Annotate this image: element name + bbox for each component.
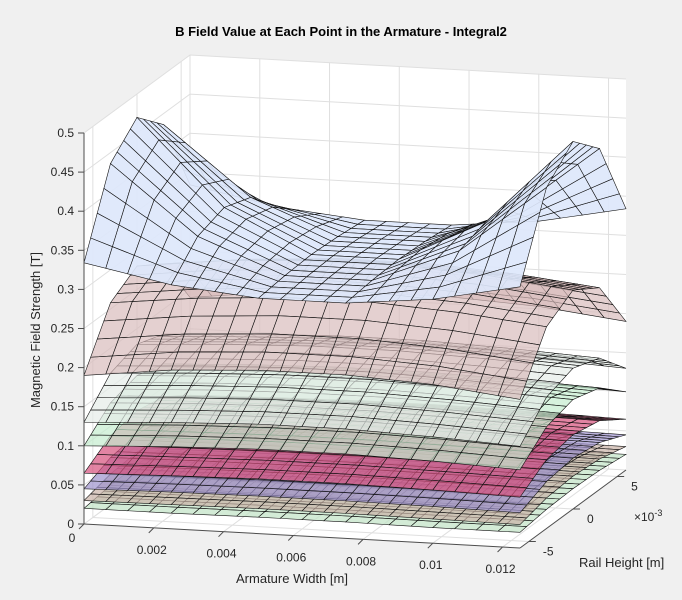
y-exponent-label: ×10-3 xyxy=(634,508,662,524)
x-tick-label: 0 xyxy=(69,531,76,545)
z-tick-label: 0.4 xyxy=(57,204,74,218)
z-tick-label: 0.1 xyxy=(57,439,74,453)
surface-5-cell xyxy=(497,456,528,471)
z-tick-label: 0 xyxy=(67,517,74,531)
surface-2-cell xyxy=(497,516,528,525)
x-tick-mark xyxy=(218,531,224,538)
x-axis-line xyxy=(83,523,521,549)
y-tick-label: -5 xyxy=(543,545,554,559)
y-exponent-power: -3 xyxy=(654,508,662,518)
x-tick-label: 0.008 xyxy=(346,554,376,568)
z-tick-label: 0.35 xyxy=(51,243,75,257)
x-tick-label: 0.012 xyxy=(486,562,516,576)
surface-8-cell xyxy=(497,261,528,291)
x-tick-label: 0.01 xyxy=(419,558,443,572)
z-tick-label: 0.5 xyxy=(57,126,74,140)
x-tick-label: 0.004 xyxy=(207,547,237,561)
x-tick-mark xyxy=(497,546,503,553)
x-tick-mark xyxy=(287,535,294,541)
z-axis-label: Magnetic Field Strength [T] xyxy=(28,252,43,408)
x-tick-label: 0.006 xyxy=(276,551,306,565)
surfaces xyxy=(83,116,627,533)
surface-7-cell xyxy=(497,377,528,400)
z-tick-label: 0.05 xyxy=(51,478,75,492)
surface-1-cell xyxy=(497,525,528,533)
z-tick-label: 0.2 xyxy=(57,361,74,375)
y-axis-label: Rail Height [m] xyxy=(579,555,664,570)
y-exponent-base: ×10 xyxy=(634,510,655,524)
x-tick-label: 0.002 xyxy=(137,543,167,557)
x-tick-mark xyxy=(427,542,434,549)
surface-4-cell xyxy=(497,485,528,498)
x-tick-mark xyxy=(78,523,85,530)
surface-6-cell xyxy=(497,431,528,447)
y-tick-label: 0 xyxy=(587,512,594,526)
z-tick-label: 0.3 xyxy=(57,282,74,296)
axes-lines xyxy=(78,132,627,553)
z-tick-label: 0.25 xyxy=(51,322,75,336)
tick-labels: 0 0.05 0.1 0.15 0.2 0.25 0.3 0.35 0.4 0.45 0.5 0 0.0… xyxy=(51,126,639,576)
x-axis-label: Armature Width [m] xyxy=(236,571,348,586)
surface-8 xyxy=(83,116,627,304)
y-tick-label: 5 xyxy=(631,480,638,494)
chart-title: B Field Value at Each Point in the Armat… xyxy=(175,24,507,39)
z-tick-label: 0.15 xyxy=(51,400,75,414)
surface-3-cell xyxy=(497,503,528,514)
z-tick-label: 0.45 xyxy=(51,165,75,179)
x-tick-mark xyxy=(148,527,155,534)
x-tick-mark xyxy=(357,539,364,545)
